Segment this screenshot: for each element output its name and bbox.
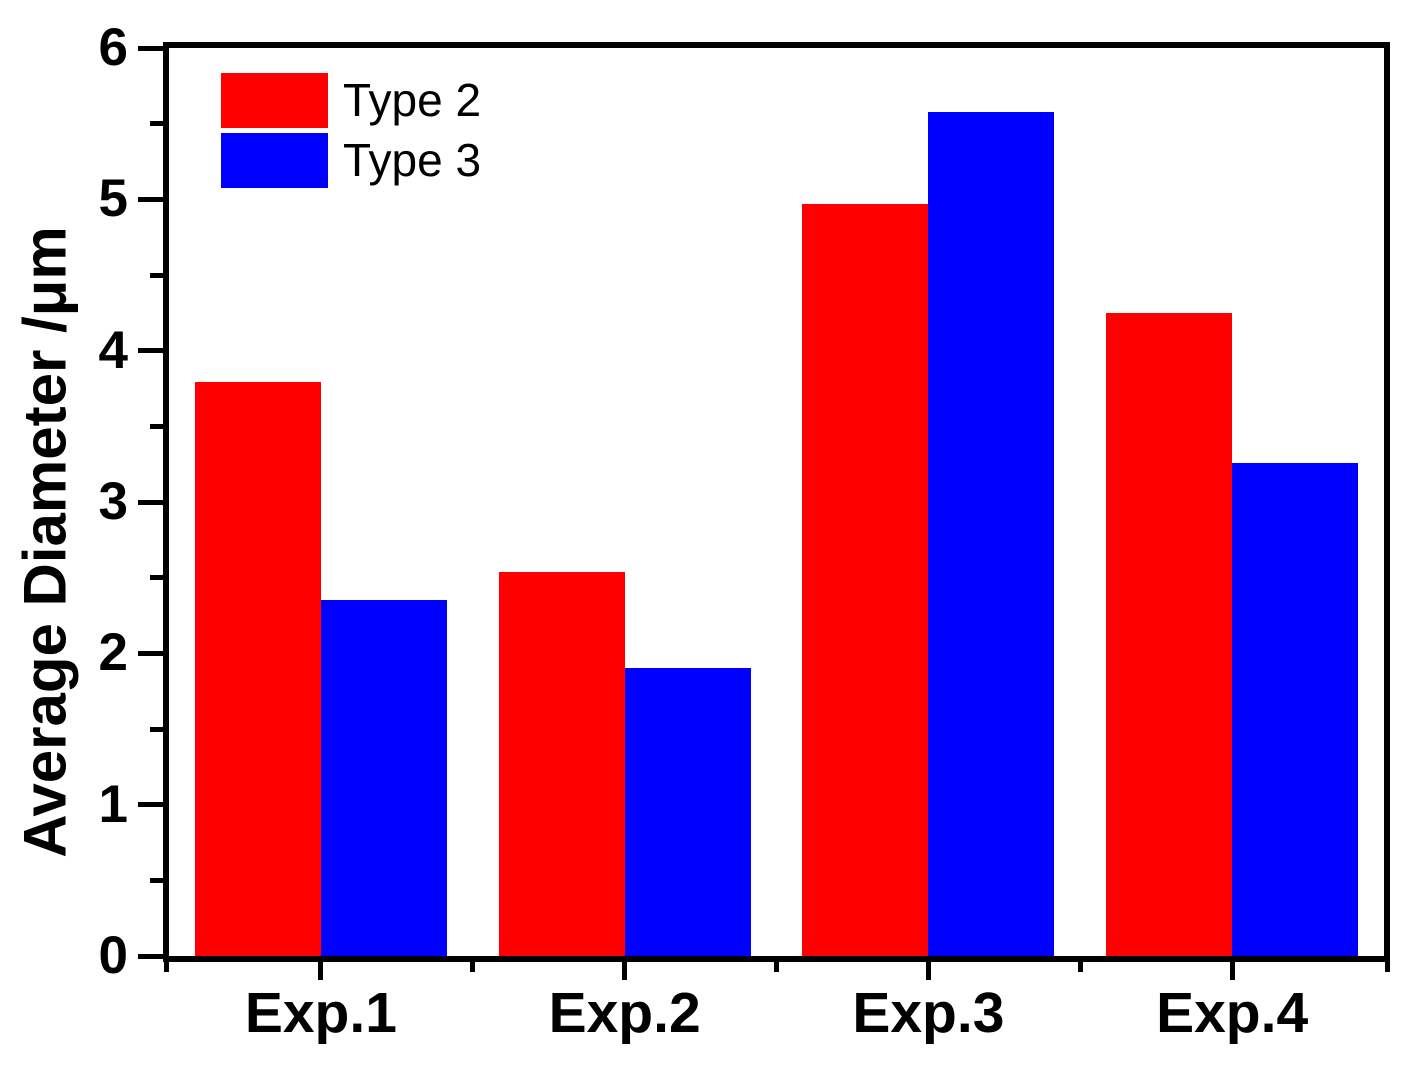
bar-type-2-exp3 — [802, 203, 929, 956]
legend-label: Type 2 — [343, 74, 482, 126]
x-minor-tick — [1077, 962, 1083, 972]
x-tick-label-4: Exp.4 — [1156, 981, 1309, 1045]
y-minor-tick — [150, 121, 163, 127]
y-major-tick — [138, 802, 163, 808]
x-major-tick — [622, 962, 628, 980]
y-tick-label-2: 2 — [98, 623, 128, 683]
y-major-tick — [138, 45, 163, 51]
x-tick-label-3: Exp.3 — [852, 981, 1005, 1045]
x-minor-tick — [1384, 962, 1390, 972]
x-minor-tick — [470, 962, 476, 972]
x-major-tick — [1229, 962, 1235, 980]
x-minor-tick — [774, 962, 779, 972]
plot-area — [163, 42, 1390, 962]
legend-item-type-2: Type 2 — [221, 73, 481, 128]
y-tick-label-6: 6 — [98, 18, 128, 77]
y-minor-tick — [150, 877, 163, 883]
x-major-tick — [318, 962, 324, 980]
y-tick-label-3: 3 — [98, 472, 128, 531]
legend: Type 2 Type 3 — [221, 73, 481, 188]
legend-swatch-icon — [221, 133, 328, 188]
bar-type-3-exp3 — [928, 111, 1055, 956]
x-tick-label-2: Exp.2 — [548, 981, 701, 1045]
y-minor-tick — [150, 272, 163, 278]
y-major-tick — [138, 953, 163, 959]
legend-item-type-3: Type 3 — [221, 133, 481, 188]
y-minor-tick — [150, 575, 163, 581]
x-tick-label-1: Exp.1 — [244, 981, 397, 1045]
y-tick-label-5: 5 — [98, 169, 128, 229]
legend-label: Type 3 — [343, 134, 482, 186]
y-major-tick — [138, 348, 163, 354]
y-major-tick — [138, 650, 163, 656]
bar-type-3-exp1 — [320, 600, 447, 956]
y-tick-label-0: 0 — [98, 926, 128, 985]
bar-type-2-exp1 — [194, 382, 321, 956]
y-major-tick — [138, 196, 163, 202]
bar-type-3-exp4 — [1232, 462, 1359, 956]
y-tick-label-1: 1 — [98, 774, 128, 834]
y-axis-title: Average Diameter /μm — [11, 226, 79, 858]
x-major-tick — [925, 962, 931, 980]
bar-type-2-exp4 — [1106, 312, 1233, 956]
y-tick-label-4: 4 — [98, 320, 128, 380]
y-minor-tick — [150, 423, 163, 429]
bar-type-3-exp2 — [624, 668, 751, 956]
y-major-tick — [138, 499, 163, 505]
legend-swatch-icon — [221, 73, 328, 128]
y-minor-tick — [150, 726, 163, 732]
bar-type-2-exp2 — [498, 571, 625, 956]
x-minor-tick — [163, 962, 169, 972]
